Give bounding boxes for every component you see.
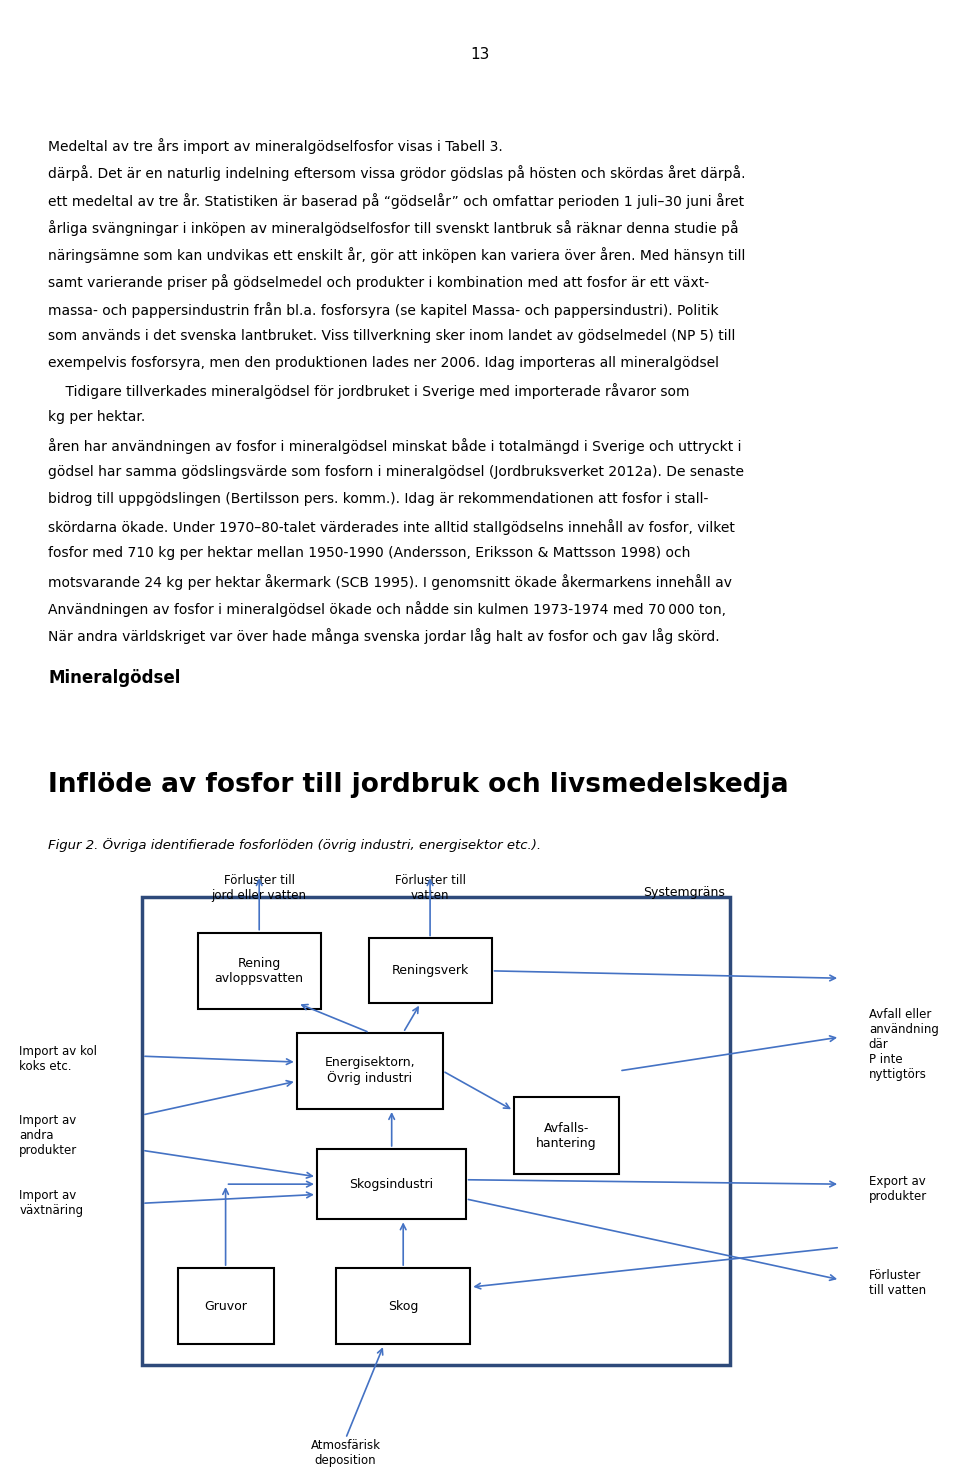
- FancyBboxPatch shape: [514, 1097, 619, 1174]
- Text: Skogsindustri: Skogsindustri: [349, 1178, 434, 1190]
- Text: Export av
produkter: Export av produkter: [869, 1174, 927, 1203]
- Text: Import av kol
koks etc.: Import av kol koks etc.: [19, 1044, 97, 1074]
- Text: kg per hektar.: kg per hektar.: [48, 410, 145, 425]
- Text: Atmosfärisk
deposition: Atmosfärisk deposition: [311, 1439, 380, 1467]
- Text: Förluster
till vatten: Förluster till vatten: [869, 1268, 926, 1297]
- Text: samt varierande priser på gödselmedel och produkter i kombination med att fosfor: samt varierande priser på gödselmedel oc…: [48, 275, 709, 290]
- FancyBboxPatch shape: [369, 938, 492, 1003]
- Text: som används i det svenska lantbruket. Viss tillverkning sker inom landet av göds: som används i det svenska lantbruket. Vi…: [48, 330, 735, 343]
- Text: ett medeltal av tre år. Statistiken är baserad på “gödselår” och omfattar period: ett medeltal av tre år. Statistiken är b…: [48, 193, 744, 209]
- Text: fosfor med 710 kg per hektar mellan 1950-1990 (Andersson, Eriksson & Mattsson 19: fosfor med 710 kg per hektar mellan 1950…: [48, 547, 690, 560]
- Text: Import av
andra
produkter: Import av andra produkter: [19, 1114, 78, 1158]
- Text: gödsel har samma gödslingsvärde som fosforn i mineralgödsel (Jordbruksverket 201: gödsel har samma gödslingsvärde som fosf…: [48, 465, 744, 480]
- Text: Förluster till
vatten: Förluster till vatten: [395, 874, 466, 902]
- Text: årliga svängningar i inköpen av mineralgödselfosfor till svenskt lantbruk så räk: årliga svängningar i inköpen av mineralg…: [48, 221, 738, 235]
- FancyBboxPatch shape: [178, 1268, 274, 1344]
- Text: därpå. Det är en naturlig indelning eftersom vissa grödor gödslas på hösten och : därpå. Det är en naturlig indelning efte…: [48, 166, 746, 181]
- Text: Skog: Skog: [388, 1300, 419, 1312]
- Text: Medeltal av tre års import av mineralgödselfosfor visas i Tabell 3.: Medeltal av tre års import av mineralgöd…: [48, 138, 503, 154]
- Text: Tidigare tillverkades mineralgödsel för jordbruket i Sverige med importerade råv: Tidigare tillverkades mineralgödsel för …: [48, 384, 689, 399]
- Text: Rening
avloppsvatten: Rening avloppsvatten: [215, 956, 303, 986]
- Text: Inflöde av fosfor till jordbruk och livsmedelskedja: Inflöde av fosfor till jordbruk och livs…: [48, 772, 788, 799]
- Text: Förluster till
jord eller vatten: Förluster till jord eller vatten: [212, 874, 306, 902]
- Text: Avfall eller
användning
där
P inte
nyttigtörs: Avfall eller användning där P inte nytti…: [869, 1008, 939, 1081]
- FancyBboxPatch shape: [198, 933, 321, 1009]
- Text: exempelvis fosforsyra, men den produktionen lades ner 2006. Idag importeras all : exempelvis fosforsyra, men den produktio…: [48, 356, 719, 371]
- Text: Systemgräns: Systemgräns: [643, 886, 725, 899]
- Text: 13: 13: [470, 47, 490, 62]
- Text: När andra världskriget var över hade många svenska jordar låg halt av fosfor och: När andra världskriget var över hade mån…: [48, 628, 720, 644]
- Text: Energisektorn,
Övrig industri: Energisektorn, Övrig industri: [324, 1056, 415, 1086]
- Text: åren har användningen av fosfor i mineralgödsel minskat både i totalmängd i Sver: åren har användningen av fosfor i minera…: [48, 438, 741, 453]
- Text: Reningsverk: Reningsverk: [392, 965, 468, 977]
- FancyBboxPatch shape: [317, 1149, 466, 1219]
- Text: Gruvor: Gruvor: [204, 1300, 247, 1312]
- Text: bidrog till uppgödslingen (Bertilsson pers. komm.). Idag är rekommendationen att: bidrog till uppgödslingen (Bertilsson pe…: [48, 493, 708, 506]
- Text: Mineralgödsel: Mineralgödsel: [48, 669, 180, 687]
- Text: skördarna ökade. Under 1970–80-talet värderades inte alltid stallgödselns innehå: skördarna ökade. Under 1970–80-talet vär…: [48, 519, 734, 535]
- Text: Figur 2. Övriga identifierade fosforlöden (övrig industri, energisektor etc.).: Figur 2. Övriga identifierade fosforlöde…: [48, 838, 541, 852]
- Text: Avfalls-
hantering: Avfalls- hantering: [536, 1121, 597, 1150]
- Text: näringsämne som kan undvikas ett enskilt år, gör att inköpen kan variera över år: näringsämne som kan undvikas ett enskilt…: [48, 247, 745, 263]
- FancyBboxPatch shape: [297, 1033, 443, 1109]
- Text: Användningen av fosfor i mineralgödsel ökade och nådde sin kulmen 1973-1974 med : Användningen av fosfor i mineralgödsel ö…: [48, 602, 726, 616]
- Text: motsvarande 24 kg per hektar åkermark (SCB 1995). I genomsnitt ökade åkermarkens: motsvarande 24 kg per hektar åkermark (S…: [48, 574, 732, 590]
- Text: massa- och pappersindustrin från bl.a. fosforsyra (se kapitel Massa- och pappers: massa- och pappersindustrin från bl.a. f…: [48, 302, 719, 318]
- Text: Import av
växtnäring: Import av växtnäring: [19, 1189, 84, 1218]
- FancyBboxPatch shape: [336, 1268, 470, 1344]
